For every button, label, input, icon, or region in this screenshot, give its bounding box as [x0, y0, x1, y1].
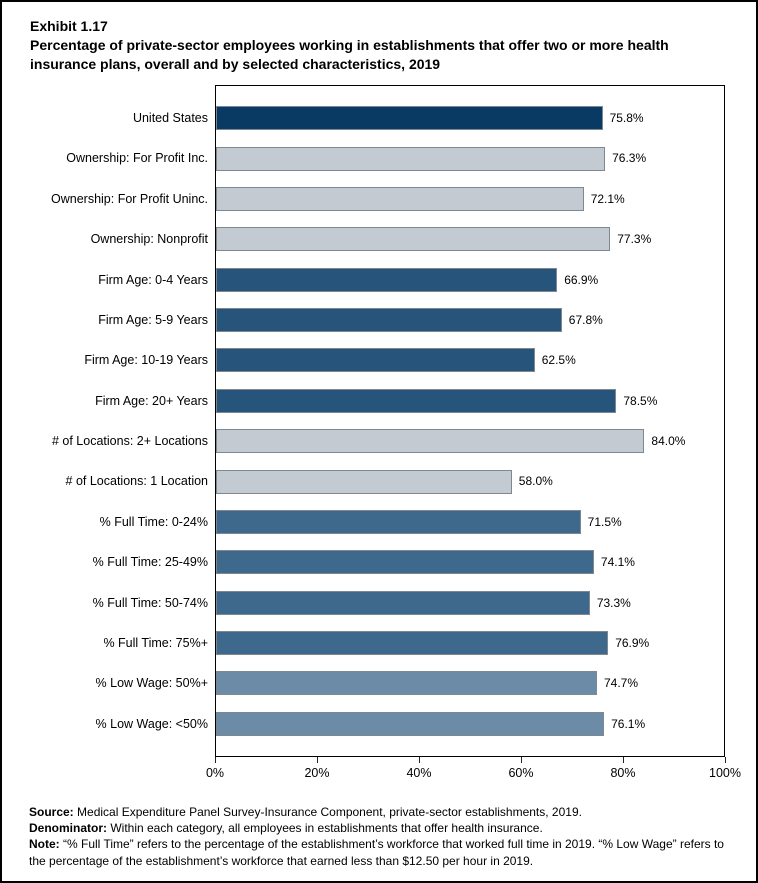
x-tick-label: 20% — [304, 766, 330, 780]
bar — [216, 227, 611, 252]
x-tick-mark — [418, 757, 420, 763]
category-label: % Low Wage: 50%+ — [95, 676, 208, 691]
bar-value-label: 78.5% — [623, 393, 658, 408]
bar — [216, 590, 590, 615]
category-label: Firm Age: 20+ Years — [95, 393, 208, 408]
definition-note: Note: “% Full Time” refers to the percen… — [29, 836, 741, 868]
footnotes: Source: Medical Expenditure Panel Survey… — [29, 804, 741, 869]
source-text: Medical Expenditure Panel Survey-Insuran… — [73, 805, 582, 819]
bar-value-label: 75.8% — [609, 111, 644, 125]
source-note: Source: Medical Expenditure Panel Survey… — [29, 804, 741, 820]
bar — [216, 711, 605, 736]
bar-value-label: 76.9% — [615, 635, 650, 650]
bar-value-label: 77.3% — [617, 232, 652, 247]
bar — [216, 469, 512, 494]
category-label: % Full Time: 75%+ — [103, 635, 208, 650]
category-label: % Full Time: 25-49% — [92, 555, 208, 570]
bar-value-label: 76.3% — [612, 151, 647, 166]
bar — [216, 429, 645, 454]
bar-value-label: 71.5% — [587, 514, 622, 529]
bar — [216, 388, 617, 413]
category-label: Ownership: For Profit Inc. — [66, 151, 208, 166]
x-tick-label: 80% — [610, 766, 636, 780]
bar — [216, 267, 558, 292]
bar — [216, 348, 535, 373]
x-tick-label: 100% — [709, 766, 741, 780]
category-label: United States — [132, 111, 208, 125]
bar-value-label: 72.1% — [590, 191, 625, 206]
bar — [216, 308, 562, 333]
x-tick-mark — [214, 757, 216, 763]
denominator-label: Denominator: — [29, 821, 107, 836]
bar-value-label: 67.8% — [568, 312, 603, 327]
category-label: # of Locations: 2+ Locations — [51, 434, 208, 448]
bar — [216, 146, 606, 171]
bar — [216, 509, 581, 534]
category-label: % Full Time: 0-24% — [99, 514, 208, 529]
bar-value-label: 58.0% — [518, 474, 553, 489]
category-label: Ownership: Nonprofit — [90, 232, 208, 247]
bar-value-label: 74.7% — [603, 676, 638, 691]
x-tick-label: 0% — [205, 766, 225, 780]
bar — [216, 631, 609, 656]
bar-value-label: 74.1% — [600, 555, 635, 570]
x-tick-label: 60% — [508, 766, 534, 780]
x-tick-mark — [622, 757, 624, 763]
bar-value-label: 84.0% — [651, 434, 686, 448]
category-label: Firm Age: 10-19 Years — [84, 353, 208, 368]
chart-title: Percentage of private-sector employees w… — [30, 37, 669, 72]
category-label: # of Locations: 1 Location — [65, 474, 208, 489]
source-label: Source: — [29, 805, 74, 819]
bar — [216, 671, 597, 696]
bar — [216, 106, 603, 131]
bar-value-label: 66.9% — [564, 272, 599, 287]
denominator-text: Within each category, all employees in e… — [107, 821, 543, 836]
category-label: Ownership: For Profit Uninc. — [51, 191, 208, 206]
category-label: % Low Wage: <50% — [95, 716, 208, 731]
bar-value-label: 76.1% — [611, 716, 646, 731]
category-label: Firm Age: 0-4 Years — [98, 272, 208, 287]
x-tick-mark — [520, 757, 522, 763]
title-block: Exhibit 1.17 Percentage of private-secto… — [30, 17, 730, 74]
note-label: Note: — [29, 837, 60, 852]
x-tick-label: 40% — [406, 766, 432, 780]
denominator-note: Denominator: Within each category, all e… — [29, 820, 741, 836]
bar-value-label: 73.3% — [596, 595, 631, 610]
category-label: Firm Age: 5-9 Years — [98, 312, 208, 327]
x-tick-mark — [316, 757, 318, 763]
exhibit-label: Exhibit 1.17 — [30, 18, 108, 34]
bar — [216, 550, 594, 575]
bar — [216, 186, 584, 211]
x-tick-mark — [724, 757, 726, 763]
bar-value-label: 62.5% — [541, 353, 576, 368]
note-text: “% Full Time” refers to the percentage o… — [29, 837, 724, 868]
category-label: % Full Time: 50-74% — [92, 595, 208, 610]
